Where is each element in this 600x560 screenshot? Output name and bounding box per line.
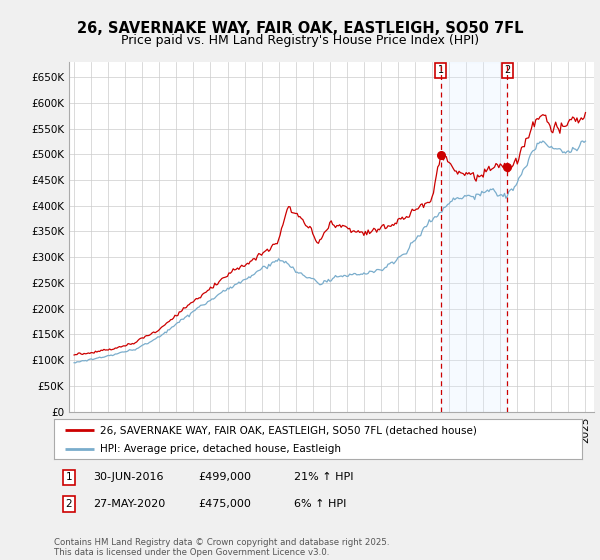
Text: 21% ↑ HPI: 21% ↑ HPI [294,472,353,482]
Text: 1: 1 [65,472,73,482]
Text: HPI: Average price, detached house, Eastleigh: HPI: Average price, detached house, East… [100,444,341,454]
Text: £499,000: £499,000 [198,472,251,482]
Text: 2: 2 [504,66,511,76]
Text: 2: 2 [65,499,73,509]
Text: 26, SAVERNAKE WAY, FAIR OAK, EASTLEIGH, SO50 7FL: 26, SAVERNAKE WAY, FAIR OAK, EASTLEIGH, … [77,21,523,36]
Text: 27-MAY-2020: 27-MAY-2020 [93,499,165,509]
Text: 30-JUN-2016: 30-JUN-2016 [93,472,163,482]
Text: £475,000: £475,000 [198,499,251,509]
Text: Contains HM Land Registry data © Crown copyright and database right 2025.
This d: Contains HM Land Registry data © Crown c… [54,538,389,557]
Bar [440,62,508,412]
Text: 6% ↑ HPI: 6% ↑ HPI [294,499,346,509]
Text: 1: 1 [437,66,443,76]
Text: Price paid vs. HM Land Registry's House Price Index (HPI): Price paid vs. HM Land Registry's House … [121,34,479,46]
Text: 26, SAVERNAKE WAY, FAIR OAK, EASTLEIGH, SO50 7FL (detached house): 26, SAVERNAKE WAY, FAIR OAK, EASTLEIGH, … [100,425,478,435]
